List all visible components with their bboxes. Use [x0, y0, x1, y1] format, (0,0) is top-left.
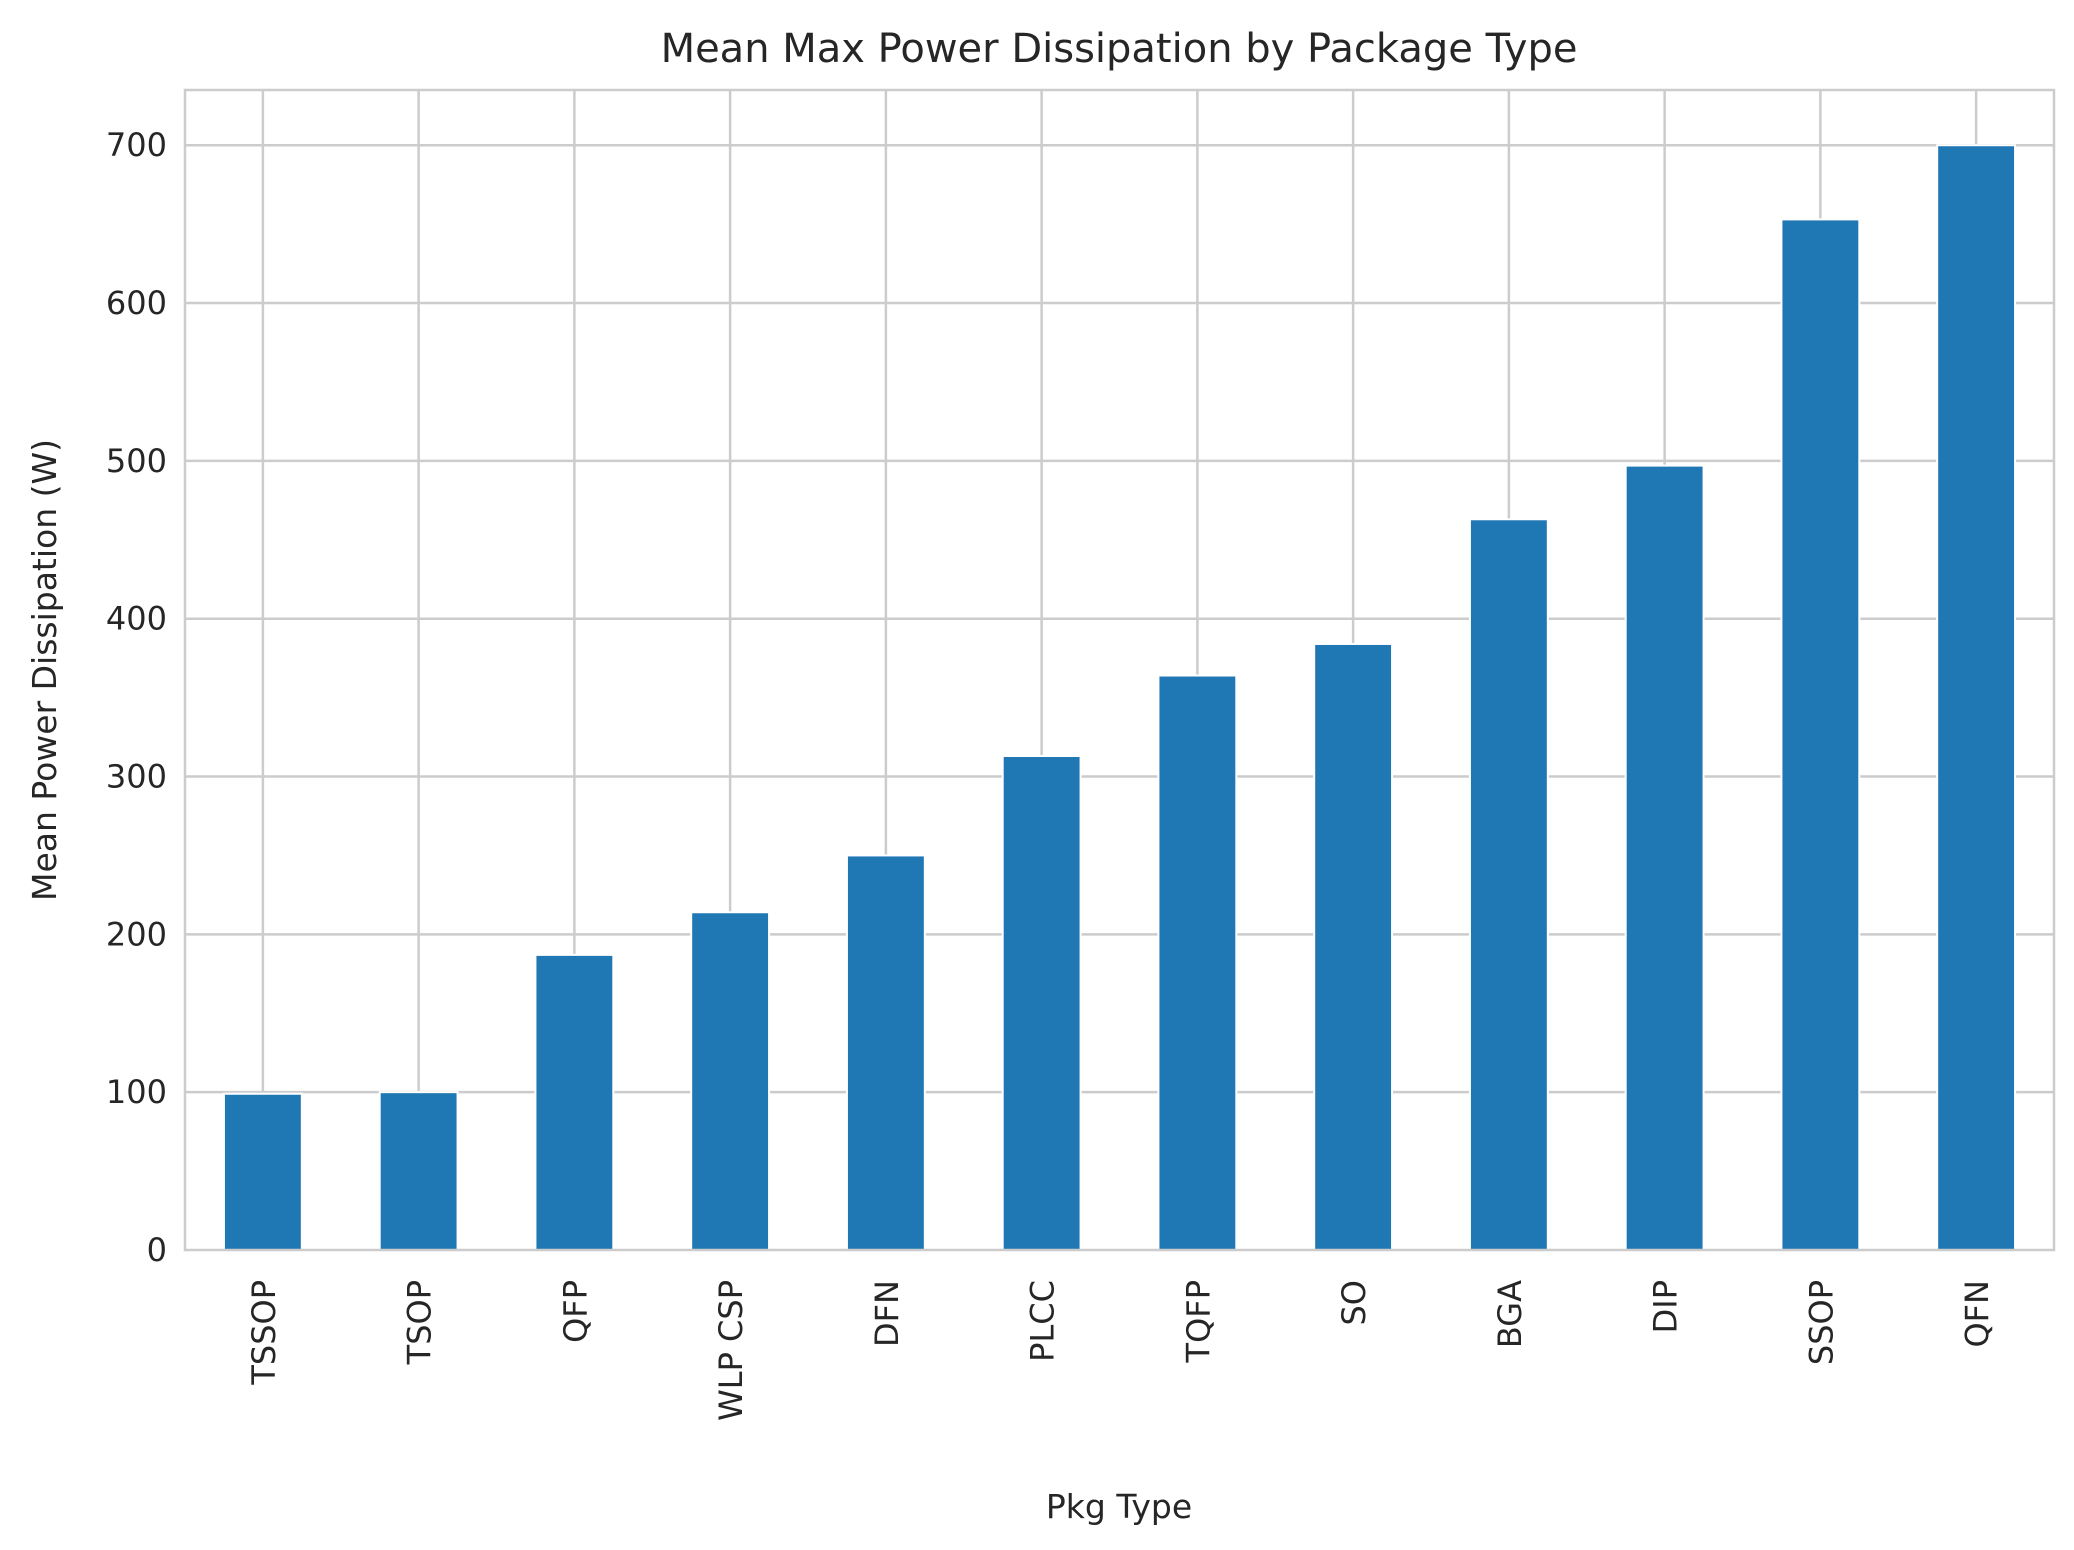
bar-dfn	[845, 854, 926, 1252]
x-tick-label: TQFP	[1179, 1280, 1217, 1363]
y-tick-label: 700	[106, 126, 167, 164]
y-tick-label: 0	[147, 1231, 167, 1269]
x-tick-label: WLP CSP	[712, 1280, 750, 1421]
x-tick-label: QFP	[556, 1280, 594, 1343]
x-tick-label: BGA	[1491, 1280, 1529, 1348]
bar-tssop	[222, 1092, 303, 1252]
y-tick-label: 200	[106, 915, 167, 953]
x-tick-label: PLCC	[1024, 1280, 1062, 1362]
y-axis-label: Mean Power Dissipation (W)	[25, 439, 64, 901]
x-tick-label: SSOP	[1802, 1280, 1840, 1365]
bar-tqfp	[1157, 674, 1238, 1251]
x-axis-label: Pkg Type	[1046, 1487, 1192, 1526]
x-tick-label: TSOP	[401, 1280, 439, 1365]
x-tick-label: DIP	[1647, 1280, 1685, 1333]
bar-so	[1313, 642, 1394, 1251]
y-tick-label: 500	[106, 442, 167, 480]
y-tick-label: 100	[106, 1073, 167, 1111]
x-tick-label: SO	[1335, 1280, 1373, 1326]
plot-frame	[183, 88, 2056, 1252]
y-tick-labels: 0 100 200 300 400 500 600 700	[106, 126, 167, 1269]
y-tick-label: 300	[106, 758, 167, 796]
y-tick-label: 400	[106, 600, 167, 638]
bar-qfn	[1936, 144, 2017, 1252]
x-tick-label: DFN	[868, 1280, 906, 1347]
x-tick-labels: TSSOP TSOP QFP WLP CSP DFN PLCC TQFP SO BGA DIP SS…	[245, 1280, 1996, 1421]
bar-tsop	[378, 1091, 459, 1252]
x-tick-label: TSSOP	[245, 1280, 283, 1386]
bars	[222, 144, 2017, 1252]
bar-ssop	[1780, 218, 1861, 1252]
y-tick-label: 600	[106, 284, 167, 322]
bar-dip	[1624, 464, 1705, 1252]
bar-bga	[1468, 518, 1549, 1251]
bar-plcc	[1001, 755, 1082, 1251]
x-tick-label: QFN	[1958, 1280, 1996, 1348]
bar-wlp-csp	[690, 911, 771, 1251]
bar-qfp	[534, 953, 615, 1251]
chart-title: Mean Max Power Dissipation by Package Ty…	[661, 26, 1578, 72]
